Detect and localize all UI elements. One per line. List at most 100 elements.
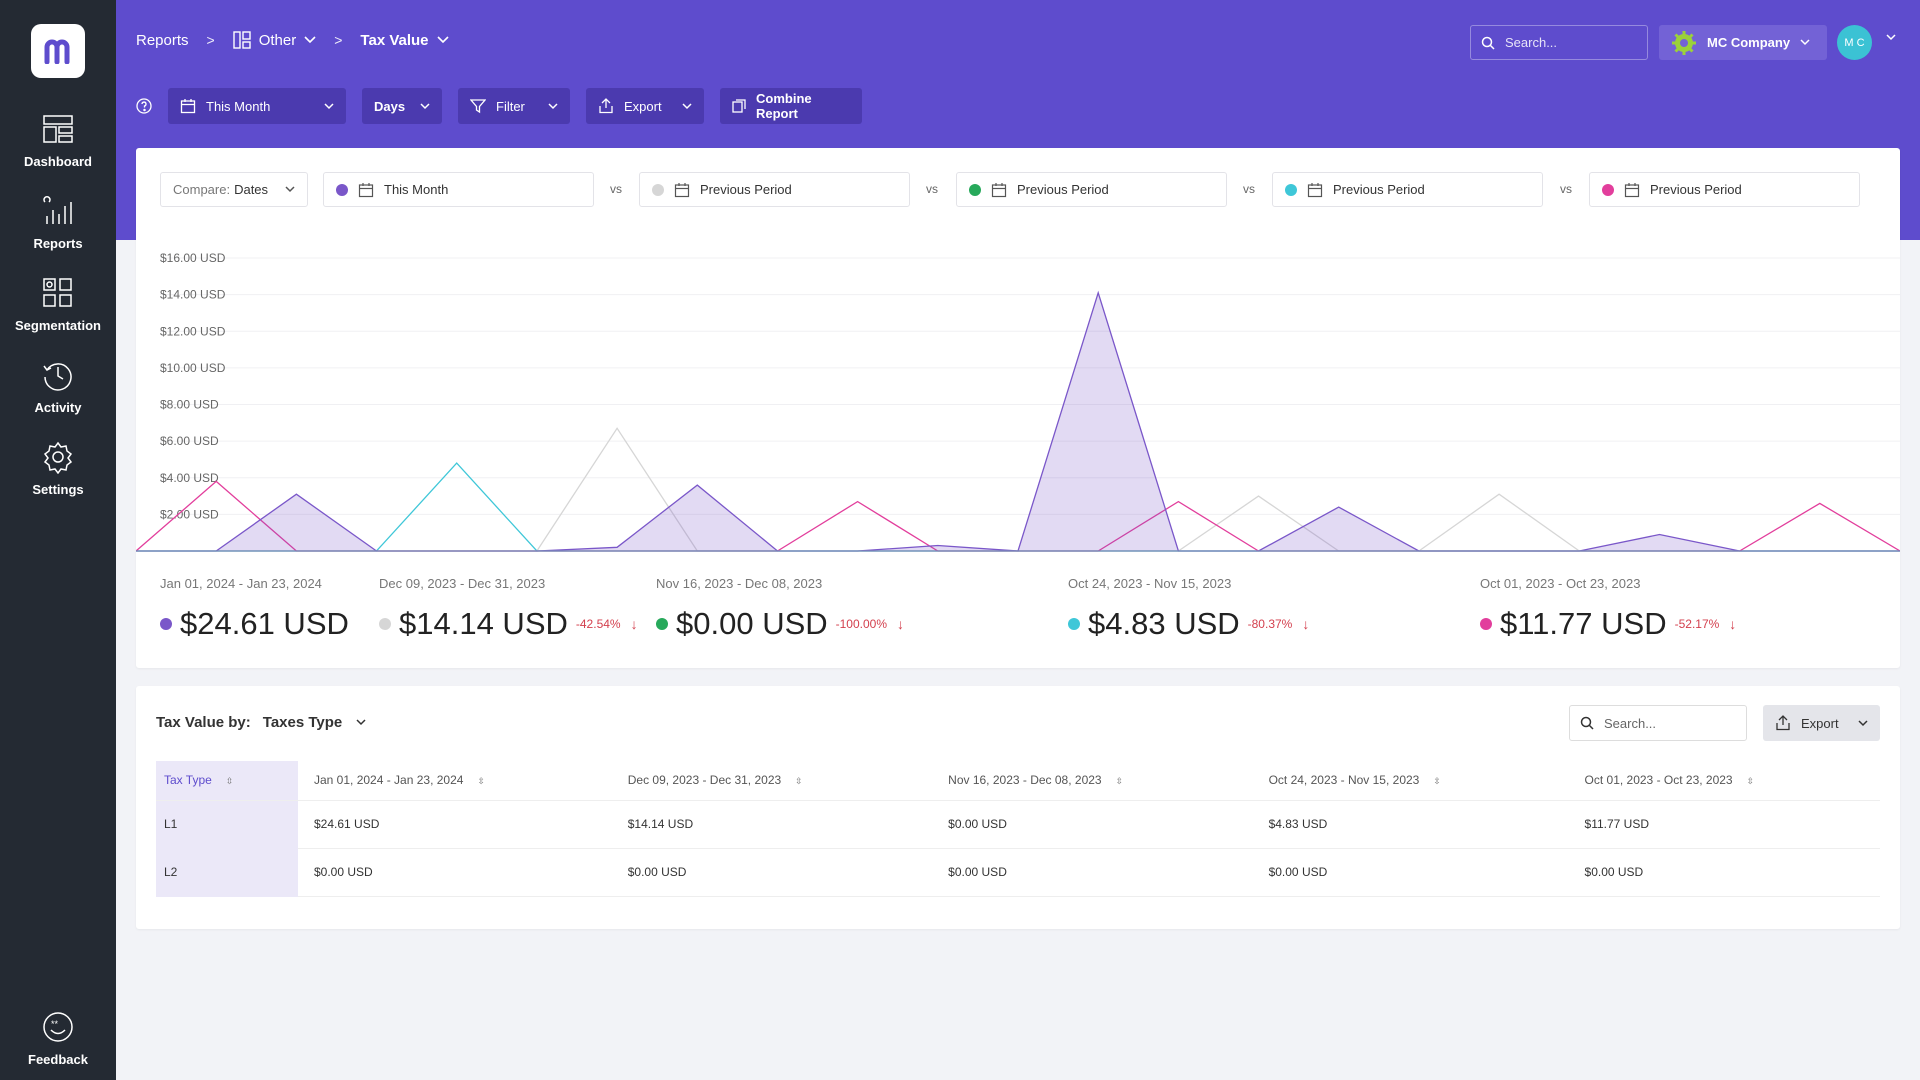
compare-mode: Dates (234, 182, 269, 197)
sidebar-item-reports[interactable]: Reports (0, 194, 116, 270)
app-logo[interactable] (31, 24, 85, 78)
table-search-input[interactable] (1604, 715, 1734, 731)
series-color-dot (336, 183, 348, 196)
column-header-period-4[interactable]: Oct 24, 2023 - Nov 15, 2023 ⇳ (1252, 761, 1569, 801)
compare-period-1[interactable]: This Month (323, 172, 594, 207)
header-search[interactable] (1470, 25, 1648, 60)
company-logo-icon (1672, 30, 1696, 55)
sidebar-item-feedback[interactable]: ** Feedback (0, 1010, 116, 1080)
column-header-period-2[interactable]: Dec 09, 2023 - Dec 31, 2023 ⇳ (611, 761, 933, 801)
vs-label: vs (610, 182, 622, 196)
summary-range: Dec 09, 2023 - Dec 31, 2023 (379, 576, 546, 591)
series-color-dot (379, 618, 391, 630)
combine-report-button[interactable]: Combine Report (720, 88, 862, 124)
calendar-icon (358, 182, 374, 197)
company-name: MC Company (1707, 35, 1791, 50)
y-tick-label: $10.00 USD (160, 361, 226, 375)
sidebar-item-settings[interactable]: Settings (0, 440, 116, 516)
series-color-dot (1068, 618, 1080, 630)
series-color-dot (1285, 183, 1297, 196)
compare-mode-dropdown[interactable]: Compare: Dates (160, 172, 308, 207)
compare-period-2[interactable]: Previous Period (639, 172, 910, 207)
vs-label: vs (926, 182, 938, 196)
summary-range: Oct 01, 2023 - Oct 23, 2023 (1480, 576, 1641, 591)
sidebar-item-label: Activity (34, 400, 82, 415)
sidebar-item-label: Dashboard (24, 154, 92, 169)
company-selector[interactable]: MC Company (1659, 25, 1827, 60)
table-search[interactable] (1569, 705, 1747, 741)
sidebar-item-dashboard[interactable]: Dashboard (0, 112, 116, 188)
group-by-dropdown[interactable]: Taxes Type (251, 714, 366, 731)
summary-total: $4.83 USD -80.37% ↓ (1068, 606, 1309, 642)
column-header-period-3[interactable]: Nov 16, 2023 - Dec 08, 2023 ⇳ (932, 761, 1253, 801)
series-color-dot (1602, 183, 1614, 196)
export-button[interactable]: Export (586, 88, 704, 124)
tax-value-table: Tax Type ⇳ Jan 01, 2024 - Jan 23, 2024 ⇳ D… (156, 761, 1880, 897)
chevron-down-icon[interactable] (1886, 34, 1896, 41)
summary-value: $24.61 USD (180, 606, 349, 641)
table-card: Tax Value by: Taxes Type Export Tax Type… (136, 686, 1900, 929)
series-line-0 (136, 427, 1900, 552)
column-header-period-1[interactable]: Jan 01, 2024 - Jan 23, 2024 ⇳ (298, 761, 612, 801)
summary-change: -42.54% (575, 617, 621, 631)
filter-button[interactable]: Filter (458, 88, 570, 124)
smiley-face-icon: ** (43, 1012, 73, 1042)
table-cell: $0.00 USD (298, 848, 612, 897)
chevron-down-icon (324, 102, 334, 109)
column-header-tax-type[interactable]: Tax Type ⇳ (156, 761, 298, 801)
table-cell: $11.77 USD (1568, 800, 1880, 849)
table-export-button[interactable]: Export (1763, 705, 1880, 741)
table-cell: $0.00 USD (1252, 848, 1569, 897)
calendar-icon (1624, 182, 1640, 197)
sidebar: Dashboard Reports Segmentation Activity … (0, 0, 116, 1080)
calendar-icon (674, 182, 690, 197)
compare-period-label: Previous Period (1333, 182, 1425, 197)
summary-range: Nov 16, 2023 - Dec 08, 2023 (656, 576, 823, 591)
granularity-dropdown[interactable]: Days (362, 88, 442, 124)
segmentation-icon (43, 278, 72, 307)
breadcrumb-reports[interactable]: Reports (136, 31, 189, 49)
series-color-dot (656, 618, 668, 630)
svg-text:**: ** (51, 1019, 59, 1029)
y-tick-label: $12.00 USD (160, 324, 226, 338)
series-area (136, 292, 1900, 551)
combine-report-label: Combine Report (756, 91, 812, 121)
logo-icon (44, 39, 70, 64)
compare-period-3[interactable]: Previous Period (956, 172, 1227, 207)
column-header-label: Jan 01, 2024 - Jan 23, 2024 (314, 773, 464, 788)
sort-icon: ⇳ (1115, 776, 1124, 787)
avatar[interactable]: M C (1837, 25, 1872, 60)
calendar-icon (180, 99, 196, 114)
column-header-label: Tax Type (164, 773, 212, 788)
summary-value: $14.14 USD (399, 606, 568, 641)
sidebar-item-label: Settings (32, 482, 84, 497)
copy-icon (732, 99, 746, 113)
table-cell: L1 (156, 800, 298, 849)
arrow-down-icon: ↓ (630, 616, 638, 632)
sidebar-item-segmentation[interactable]: Segmentation (0, 276, 116, 352)
period-dropdown[interactable]: This Month (168, 88, 346, 124)
search-icon (1580, 716, 1594, 730)
breadcrumb: Reports > Other > Tax Value (136, 28, 449, 52)
chevron-down-icon (436, 36, 449, 44)
y-tick-label: $4.00 USD (160, 471, 219, 485)
breadcrumb-current[interactable]: Tax Value (360, 32, 449, 49)
compare-period-4[interactable]: Previous Period (1272, 172, 1543, 207)
column-header-label: Dec 09, 2023 - Dec 31, 2023 (627, 773, 782, 788)
arrow-down-icon: ↓ (1302, 616, 1310, 632)
help-icon[interactable] (136, 98, 152, 114)
calendar-icon (991, 182, 1007, 197)
header-search-input[interactable] (1505, 35, 1635, 50)
compare-period-5[interactable]: Previous Period (1589, 172, 1860, 207)
sort-icon: ⇳ (477, 776, 485, 787)
summary-total: $24.61 USD (160, 606, 349, 642)
sidebar-item-activity[interactable]: Activity (0, 358, 116, 434)
column-header-period-5[interactable]: Oct 01, 2023 - Oct 23, 2023 ⇳ (1568, 761, 1880, 801)
y-tick-label: $2.00 USD (160, 507, 219, 521)
sidebar-item-label: Reports (33, 236, 83, 251)
compare-period-label: Previous Period (700, 182, 792, 197)
summary-range: Jan 01, 2024 - Jan 23, 2024 (160, 576, 322, 591)
breadcrumb-other[interactable]: Other (233, 31, 317, 49)
tax-value-chart: $16.00 USD $14.00 USD $12.00 USD $10.00 USD… (136, 251, 1900, 552)
export-label: Export (624, 98, 662, 114)
